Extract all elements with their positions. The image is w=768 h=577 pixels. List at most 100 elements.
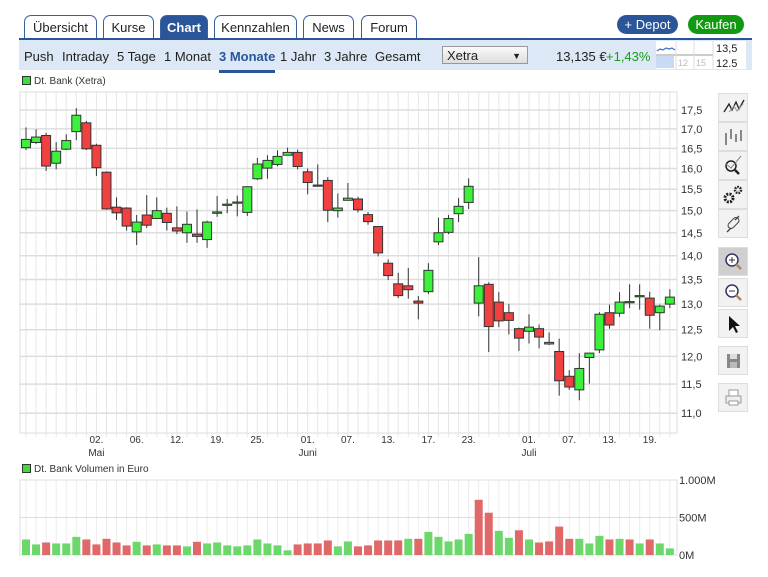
volume-bar xyxy=(555,526,564,555)
volume-bar xyxy=(152,544,161,555)
mini-chart[interactable]: 12 15 13,5 12.5 xyxy=(656,41,746,70)
y-tick-label: 13,0 xyxy=(681,299,702,311)
candle-body xyxy=(41,134,52,167)
pointer-icon xyxy=(729,315,740,333)
volume-bar xyxy=(464,533,473,555)
settings-gears-button[interactable] xyxy=(718,180,748,209)
candle-body xyxy=(161,212,172,224)
line-chart-button[interactable] xyxy=(718,93,748,122)
candle-body xyxy=(624,301,635,304)
candle-body xyxy=(181,223,192,234)
volume-bar xyxy=(615,538,624,555)
x-tick-label: 19. xyxy=(643,435,657,446)
volume-bar xyxy=(494,530,503,555)
candle-body xyxy=(91,144,102,169)
volume-bar xyxy=(42,542,51,555)
volume-bar xyxy=(635,543,644,555)
period-3-jahre[interactable]: 3 Jahre xyxy=(324,49,368,64)
buy-button[interactable]: Kaufen xyxy=(688,15,744,34)
y-tick-label: 17,5 xyxy=(681,105,702,117)
volume-bar xyxy=(92,544,101,555)
zoom-in-button[interactable] xyxy=(718,247,748,276)
candle-body xyxy=(151,210,162,220)
tab-kennzahlen[interactable]: Kennzahlen xyxy=(214,15,297,39)
volume-bar xyxy=(82,539,91,555)
volume-bar xyxy=(223,545,232,555)
candle-body xyxy=(594,313,605,351)
candle-body xyxy=(232,201,243,204)
x-month-label: Juli xyxy=(521,448,536,459)
candle-body xyxy=(111,206,122,214)
period-1-jahr[interactable]: 1 Jahr xyxy=(280,49,317,64)
mini-label-high: 13,5 xyxy=(716,43,737,55)
exchange-select[interactable]: Xetra ▼ xyxy=(442,46,528,64)
volume-bar xyxy=(474,499,483,555)
candle-body xyxy=(352,198,363,211)
candle-body xyxy=(322,179,333,211)
volume-bar xyxy=(112,542,121,555)
volume-bar xyxy=(333,546,342,555)
candle-body xyxy=(342,197,353,201)
tab-news[interactable]: News xyxy=(303,15,354,39)
indicator-search-button[interactable] xyxy=(718,151,748,180)
x-tick-label: 25. xyxy=(250,435,264,446)
tab-uebersicht[interactable]: Übersicht xyxy=(24,15,97,39)
x-tick-label: 17. xyxy=(421,435,435,446)
volume-plot-frame xyxy=(19,479,678,556)
zoom-out-button[interactable] xyxy=(718,278,748,307)
volume-bar xyxy=(263,543,272,555)
save-icon xyxy=(727,353,740,368)
candle-body xyxy=(141,214,152,226)
candle-body xyxy=(121,207,132,227)
print-button[interactable] xyxy=(718,383,748,412)
period-1-monat[interactable]: 1 Monat xyxy=(164,49,211,64)
volume-legend: Dt. Bank Volumen in Euro xyxy=(22,464,149,475)
pointer-button[interactable] xyxy=(718,309,748,338)
volume-bar xyxy=(605,539,614,555)
volume-bar xyxy=(323,540,332,555)
link-button[interactable] xyxy=(718,209,748,238)
volume-bar xyxy=(52,543,61,555)
candle-body xyxy=(564,375,575,388)
candle-body xyxy=(31,136,42,144)
add-to-depot-button[interactable]: + Depot xyxy=(617,15,678,34)
volume-bar xyxy=(283,550,292,555)
candle-body xyxy=(81,122,92,150)
candle-body xyxy=(282,151,293,156)
volume-bar xyxy=(565,538,574,555)
volume-bar xyxy=(313,543,322,555)
x-tick-label: 07. xyxy=(562,435,576,446)
y-tick-label: 15,5 xyxy=(681,184,702,196)
tab-forum[interactable]: Forum xyxy=(361,15,417,39)
candle-body xyxy=(101,171,112,210)
candle-body xyxy=(21,138,31,149)
candle-body xyxy=(413,300,424,304)
x-tick-label: 01. xyxy=(301,435,315,446)
volume-bar xyxy=(343,541,352,555)
save-button[interactable] xyxy=(718,346,748,375)
volume-bar xyxy=(182,546,191,555)
volume-bar xyxy=(213,542,222,555)
y-tick-label: 13,5 xyxy=(681,274,702,286)
period-gesamt[interactable]: Gesamt xyxy=(375,49,421,64)
period-push[interactable]: Push xyxy=(24,49,54,64)
candle-body xyxy=(443,218,454,233)
ohlc-chart-button[interactable] xyxy=(718,122,748,151)
mini-tick: 15 xyxy=(696,58,706,68)
volume-tick-label: 1.000M xyxy=(679,475,716,487)
candle-body xyxy=(503,312,514,321)
candle-body xyxy=(473,285,484,304)
tab-chart[interactable]: Chart xyxy=(160,15,208,39)
volume-bar xyxy=(32,544,41,555)
period-3-monate[interactable]: 3 Monate xyxy=(219,49,276,73)
volume-legend-label: Dt. Bank Volumen in Euro xyxy=(34,464,149,475)
period-intraday[interactable]: Intraday xyxy=(62,49,109,64)
x-tick-label: 07. xyxy=(341,435,355,446)
volume-bar xyxy=(585,543,594,555)
volume-bar xyxy=(655,543,664,555)
candle-body xyxy=(423,269,434,293)
tab-kurse[interactable]: Kurse xyxy=(103,15,154,39)
price: 13,135 € xyxy=(556,49,607,64)
period-5-tage[interactable]: 5 Tage xyxy=(117,49,156,64)
